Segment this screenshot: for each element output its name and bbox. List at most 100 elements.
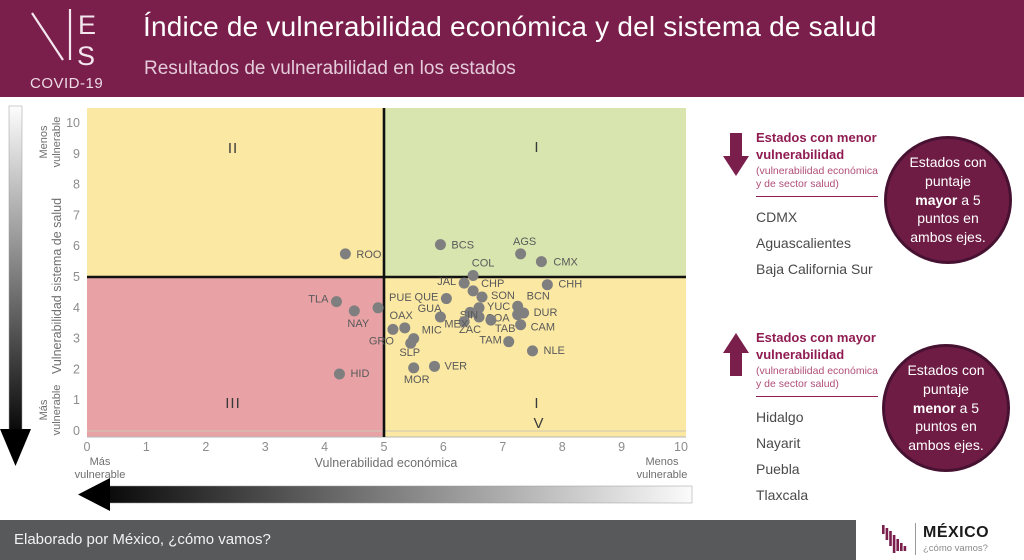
brand-name: MÉXICO [923,523,990,541]
state-point-SLP [405,337,417,349]
state-label-MEX: MEX [444,319,469,331]
x-tick-label: 8 [559,440,566,454]
x-tick-label: 2 [202,440,209,454]
x-left-caption: Más [90,456,111,468]
arrow-up-icon [723,333,749,376]
state-label-QUE: QUE [415,292,439,304]
y-tick-label: 2 [73,362,80,376]
brand-tagline: ¿cómo vamos? [923,542,988,554]
quadrant-label-IV-line2: V [533,415,544,432]
legend-mayor-subheading: (vulnerabilidad económica y de sector sa… [756,364,878,390]
x-tick-label: 0 [84,440,91,454]
logo-letter-s: S [77,41,95,71]
state-point-NAY [348,305,360,317]
x-tick-label: 1 [143,440,150,454]
state-point-VER [428,360,440,372]
state-label-VER: VER [444,360,467,372]
state-label-NAY: NAY [347,318,369,330]
x-left-caption: vulnerable [75,469,126,481]
legend-mayor-state-list: Hidalgo Nayarit Puebla Tlaxcala [756,409,886,503]
state-point-CAM [515,319,527,331]
y-bottom-caption: Más [38,399,50,420]
legend-menor-vulnerabilidad: Estados con menor vulnerabilidad (vulner… [720,130,892,287]
state-list-item: Nayarit [756,435,801,452]
callout-line: Estados con [907,362,985,379]
state-label-TLA: TLA [308,294,329,306]
y-gradient-arrow-bar [8,105,23,431]
state-list-item: CDMX [756,209,798,226]
brand-divider [915,523,916,555]
logo-diagonal-stroke [31,12,64,61]
callout-line: ambos ejes. [910,228,986,245]
y-tick-label: 8 [73,178,80,192]
y-gradient-arrowhead [0,429,31,466]
y-top-caption: Menos [38,125,50,159]
callout-line: ambos ejes. [908,436,984,453]
state-point-SON [476,291,488,303]
quadrant-label-IV-line1: I [534,395,539,412]
page-subtitle: Resultados de vulnerabilidad en los esta… [144,58,516,79]
state-point-CHP [467,285,479,297]
x-axis-title: Vulnerabilidad económica [315,456,458,470]
quadrant-label-II: II [228,140,238,157]
state-label-ROO: ROO [356,249,382,261]
state-label-JAL: JAL [437,276,456,288]
state-point-CMX [535,256,547,268]
legend-mayor-heading: Estados con mayor vulnerabilidad [756,330,876,362]
y-tick-label: 9 [73,147,80,161]
state-list-item: Puebla [756,461,800,478]
y-tick-label: 6 [73,239,80,253]
state-label-CHH: CHH [558,279,582,291]
quadrant-label-I: I [534,139,539,156]
callout-line: puntaje [925,173,971,190]
state-point-TAB [485,314,497,326]
state-point-COA [512,309,524,321]
arrow-down-icon [723,133,749,176]
x-gradient-arrow-bar [107,485,693,504]
state-label-DUR: DUR [534,307,558,319]
state-point-CHH [541,279,553,291]
callout-line: Estados con [909,154,987,171]
quadrant-II [87,108,384,277]
callout-circle-mayor: Estados con puntaje mayor a 5 puntos en ambo… [884,136,1012,264]
state-point-HID [333,368,345,380]
state-label-YUC: YUC [487,301,510,313]
logo-letter-e: E [78,10,96,40]
state-point-ROO [339,248,351,260]
state-label-TAM: TAM [479,335,501,347]
quadrant-IV [384,277,686,437]
y-tick-label: 1 [73,393,80,407]
state-label-BCS: BCS [451,240,474,252]
x-right-caption: Menos [645,456,679,468]
state-list-item: Tlaxcala [756,487,809,504]
state-point-MEX [458,316,470,328]
callout-line: puntos en [917,210,979,227]
state-label-PUE: PUE [389,292,412,304]
state-point-MOR [408,362,420,374]
y-tick-label: 4 [73,301,80,315]
state-point-SIN [464,306,476,318]
callout-line: puntaje [923,381,969,398]
state-label-HID: HID [350,368,369,380]
state-label-NLE: NLE [544,345,565,357]
x-tick-label: 9 [618,440,625,454]
y-tick-label: 7 [73,208,80,222]
y-tick-label: 3 [73,332,80,346]
page-title: Índice de vulnerabilidad económica y del… [143,11,877,42]
evs-covid19-logo: E S COVID-19 [30,9,103,92]
state-point-TLA [330,296,342,308]
state-point-QUE [440,293,452,305]
state-label-CAM: CAM [531,322,555,334]
legend-menor-state-list: CDMX Aguascalientes Baja California Sur [756,209,886,277]
y-bottom-caption: vulnerable [51,385,63,436]
quadrant-label-III: III [225,395,241,412]
x-tick-label: 3 [262,440,269,454]
state-point-YUC [473,302,485,314]
state-point-AGS [515,248,527,260]
brand-bars-icon [882,525,907,553]
header-banner: E S COVID-19 Índice de vulnerabilidad ec… [0,0,1024,97]
state-point-PUE [372,302,384,314]
callout-circle-menor: Estados con puntaje menor a 5 puntos en ambo… [882,344,1010,472]
y-tick-label: 5 [73,270,80,284]
